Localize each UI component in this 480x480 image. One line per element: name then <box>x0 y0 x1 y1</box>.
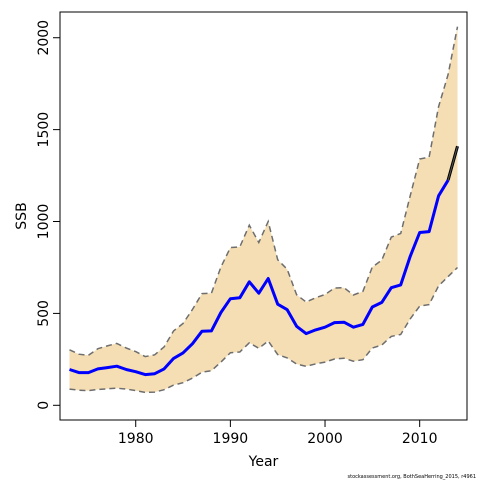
estimate-line <box>69 179 450 377</box>
y-axis: 0 500 1000 1500 2000 <box>36 20 60 410</box>
series-line-layer <box>69 26 459 394</box>
x-axis: 1980 1990 2000 2010 <box>118 420 438 447</box>
x-tick-label: 1990 <box>213 431 249 447</box>
y-axis-title: SSB <box>14 202 30 229</box>
lower-bound-line <box>69 266 459 394</box>
plot-frame <box>59 11 468 421</box>
confidence-band-layer <box>69 26 458 393</box>
y-tick-label: 1000 <box>36 204 52 240</box>
y-tick-label: 2000 <box>36 20 52 56</box>
x-tick-label: 1980 <box>118 431 154 447</box>
y-tick-label: 500 <box>36 300 52 327</box>
upper-bound-line <box>69 26 459 358</box>
y-tick-label: 0 <box>36 401 52 410</box>
forecast-line <box>447 146 458 181</box>
y-tick-label: 1500 <box>36 112 52 148</box>
confidence-band <box>69 26 458 393</box>
x-tick-label: 2010 <box>402 431 438 447</box>
x-axis-title: Year <box>248 454 279 470</box>
x-tick-label: 2000 <box>307 431 343 447</box>
footnote: stockassessment.org, BothSeaHerring_2015… <box>348 474 477 480</box>
